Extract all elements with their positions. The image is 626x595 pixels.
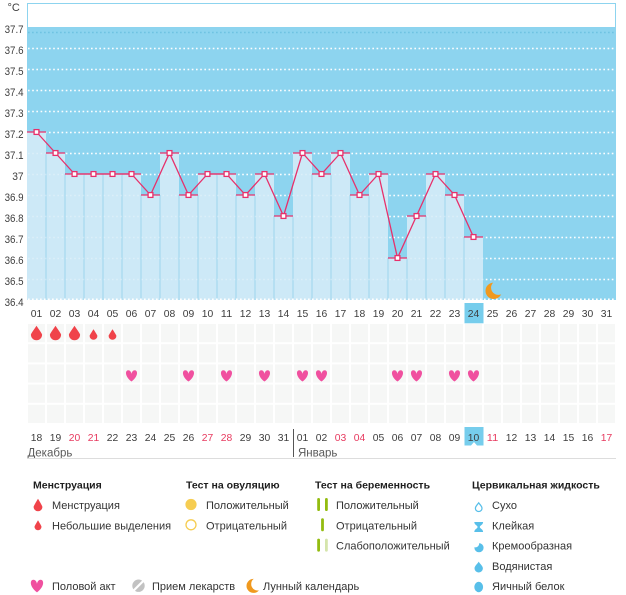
- svg-text:04: 04: [88, 309, 100, 320]
- svg-text:36.4: 36.4: [5, 297, 24, 309]
- svg-text:06: 06: [126, 309, 138, 320]
- svg-text:Отрицательный: Отрицательный: [206, 520, 287, 532]
- svg-text:Слабоположительный: Слабоположительный: [336, 541, 450, 553]
- svg-text:09: 09: [449, 433, 461, 444]
- svg-text:31: 31: [278, 433, 290, 444]
- svg-text:14: 14: [544, 433, 556, 444]
- svg-text:29: 29: [563, 309, 575, 320]
- svg-text:36.5: 36.5: [5, 276, 24, 288]
- svg-text:10: 10: [202, 309, 214, 320]
- svg-text:37.6: 37.6: [5, 45, 24, 57]
- svg-text:Положительный: Положительный: [206, 500, 289, 512]
- svg-text:Водянистая: Водянистая: [492, 561, 552, 573]
- svg-text:27: 27: [525, 309, 537, 320]
- svg-text:31: 31: [601, 309, 613, 320]
- svg-text:37.4: 37.4: [5, 87, 24, 99]
- svg-text:37: 37: [12, 171, 23, 183]
- svg-text:Половой акт: Половой акт: [52, 581, 116, 593]
- svg-text:26: 26: [183, 433, 195, 444]
- svg-text:24: 24: [468, 309, 480, 320]
- svg-text:17: 17: [335, 309, 347, 320]
- svg-text:25: 25: [487, 309, 499, 320]
- svg-text:Тест на беременность: Тест на беременность: [315, 480, 431, 492]
- svg-text:37.3: 37.3: [5, 108, 24, 120]
- svg-text:22: 22: [107, 433, 119, 444]
- svg-text:20: 20: [392, 309, 404, 320]
- svg-text:23: 23: [449, 309, 461, 320]
- svg-text:28: 28: [221, 433, 233, 444]
- svg-text:22: 22: [430, 309, 442, 320]
- svg-text:°C: °C: [8, 2, 20, 14]
- svg-text:15: 15: [563, 433, 575, 444]
- svg-text:Положительный: Положительный: [336, 500, 419, 512]
- svg-text:36.7: 36.7: [5, 234, 24, 246]
- svg-text:30: 30: [582, 309, 594, 320]
- svg-text:01: 01: [297, 433, 309, 444]
- svg-text:01: 01: [31, 309, 43, 320]
- svg-text:Небольшие выделения: Небольшие выделения: [52, 520, 171, 532]
- svg-text:10: 10: [468, 433, 480, 444]
- svg-text:19: 19: [50, 433, 62, 444]
- svg-text:Отрицательный: Отрицательный: [336, 520, 417, 532]
- svg-text:30: 30: [259, 433, 271, 444]
- svg-text:37.7: 37.7: [5, 24, 24, 36]
- svg-text:12: 12: [240, 309, 252, 320]
- svg-text:Клейкая: Клейкая: [492, 520, 534, 532]
- svg-text:37.5: 37.5: [5, 66, 24, 78]
- svg-text:16: 16: [582, 433, 594, 444]
- svg-text:14: 14: [278, 309, 290, 320]
- svg-text:07: 07: [145, 309, 157, 320]
- svg-text:36.9: 36.9: [5, 192, 24, 204]
- svg-text:05: 05: [107, 309, 119, 320]
- svg-text:Менструация: Менструация: [33, 480, 102, 492]
- svg-text:13: 13: [259, 309, 271, 320]
- svg-text:17: 17: [601, 433, 613, 444]
- svg-text:18: 18: [31, 433, 43, 444]
- svg-text:29: 29: [240, 433, 252, 444]
- svg-text:Менструация: Менструация: [52, 500, 120, 512]
- svg-text:04: 04: [354, 433, 366, 444]
- svg-text:06: 06: [392, 433, 404, 444]
- svg-text:Лунный календарь: Лунный календарь: [263, 581, 360, 593]
- svg-text:09: 09: [183, 309, 195, 320]
- svg-text:03: 03: [69, 309, 81, 320]
- svg-text:Тест на овуляцию: Тест на овуляцию: [186, 480, 280, 492]
- svg-text:05: 05: [373, 433, 385, 444]
- svg-text:26: 26: [506, 309, 518, 320]
- svg-text:12: 12: [506, 433, 518, 444]
- svg-text:Прием лекарств: Прием лекарств: [152, 581, 235, 593]
- svg-text:21: 21: [88, 433, 100, 444]
- svg-text:36.8: 36.8: [5, 213, 24, 225]
- svg-text:15: 15: [297, 309, 309, 320]
- svg-text:03: 03: [335, 433, 347, 444]
- svg-text:Цервикальная жидкость: Цервикальная жидкость: [472, 480, 600, 492]
- svg-text:Январь: Январь: [298, 448, 337, 460]
- svg-text:Яичный белок: Яичный белок: [492, 581, 565, 593]
- svg-text:Декабрь: Декабрь: [28, 448, 73, 460]
- svg-text:28: 28: [544, 309, 556, 320]
- svg-text:25: 25: [164, 433, 176, 444]
- svg-text:Сухо: Сухо: [492, 500, 517, 512]
- svg-text:19: 19: [373, 309, 385, 320]
- svg-text:08: 08: [164, 309, 176, 320]
- svg-text:08: 08: [430, 433, 442, 444]
- svg-text:11: 11: [221, 309, 233, 320]
- svg-text:27: 27: [202, 433, 214, 444]
- svg-text:02: 02: [316, 433, 328, 444]
- svg-text:02: 02: [50, 309, 62, 320]
- svg-text:11: 11: [487, 433, 499, 444]
- svg-text:23: 23: [126, 433, 138, 444]
- svg-text:24: 24: [145, 433, 157, 444]
- svg-text:13: 13: [525, 433, 537, 444]
- svg-text:07: 07: [411, 433, 423, 444]
- svg-text:20: 20: [69, 433, 81, 444]
- svg-text:36.6: 36.6: [5, 255, 24, 267]
- svg-text:16: 16: [316, 309, 328, 320]
- svg-text:Кремообразная: Кремообразная: [492, 541, 572, 553]
- svg-text:18: 18: [354, 309, 366, 320]
- svg-text:37.1: 37.1: [5, 150, 24, 162]
- svg-text:21: 21: [411, 309, 423, 320]
- svg-text:37.2: 37.2: [5, 129, 24, 141]
